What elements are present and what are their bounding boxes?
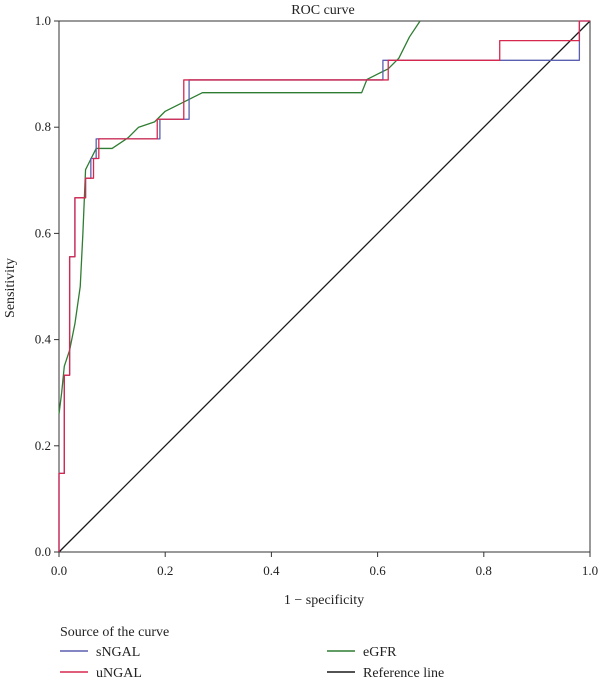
y-tick-label: 0.4 (35, 332, 52, 347)
series-line-ungal (58, 20, 590, 552)
legend-title: Source of the curve (60, 625, 169, 640)
axes-layer: 0.0 0.2 0.4 0.6 0.8 1.0 0.0 0.2 0.4 0.6 0.8 1.0 (35, 13, 598, 578)
y-tick-label: 0.2 (35, 438, 51, 453)
y-tick-label: 0.0 (35, 544, 51, 559)
legend-label: uNGAL (96, 666, 142, 681)
x-tick-label: 0.0 (51, 563, 67, 578)
x-tick-label: 0.6 (369, 563, 386, 578)
legend-label: sNGAL (96, 645, 140, 660)
legend: sNGAL uNGAL eGFR Reference line (60, 645, 444, 681)
y-axis-title: Sensitivity (3, 258, 18, 318)
series-layer (58, 20, 591, 553)
y-tick-label: 1.0 (35, 13, 51, 28)
chart-title: ROC curve (291, 3, 354, 18)
x-tick-label: 1.0 (582, 563, 598, 578)
x-tick-label: 0.8 (476, 563, 492, 578)
y-tick-label: 0.8 (35, 119, 51, 134)
x-axis-title: 1 − specificity (284, 593, 364, 608)
x-tick-label: 0.2 (157, 563, 173, 578)
legend-label: Reference line (363, 666, 444, 681)
x-tick-label: 0.4 (263, 563, 280, 578)
legend-label: eGFR (363, 645, 397, 660)
y-tick-label: 0.6 (35, 225, 52, 240)
plot-frame (58, 20, 591, 553)
series-line-reference-line (58, 20, 591, 553)
series-line-egfr (58, 20, 421, 415)
